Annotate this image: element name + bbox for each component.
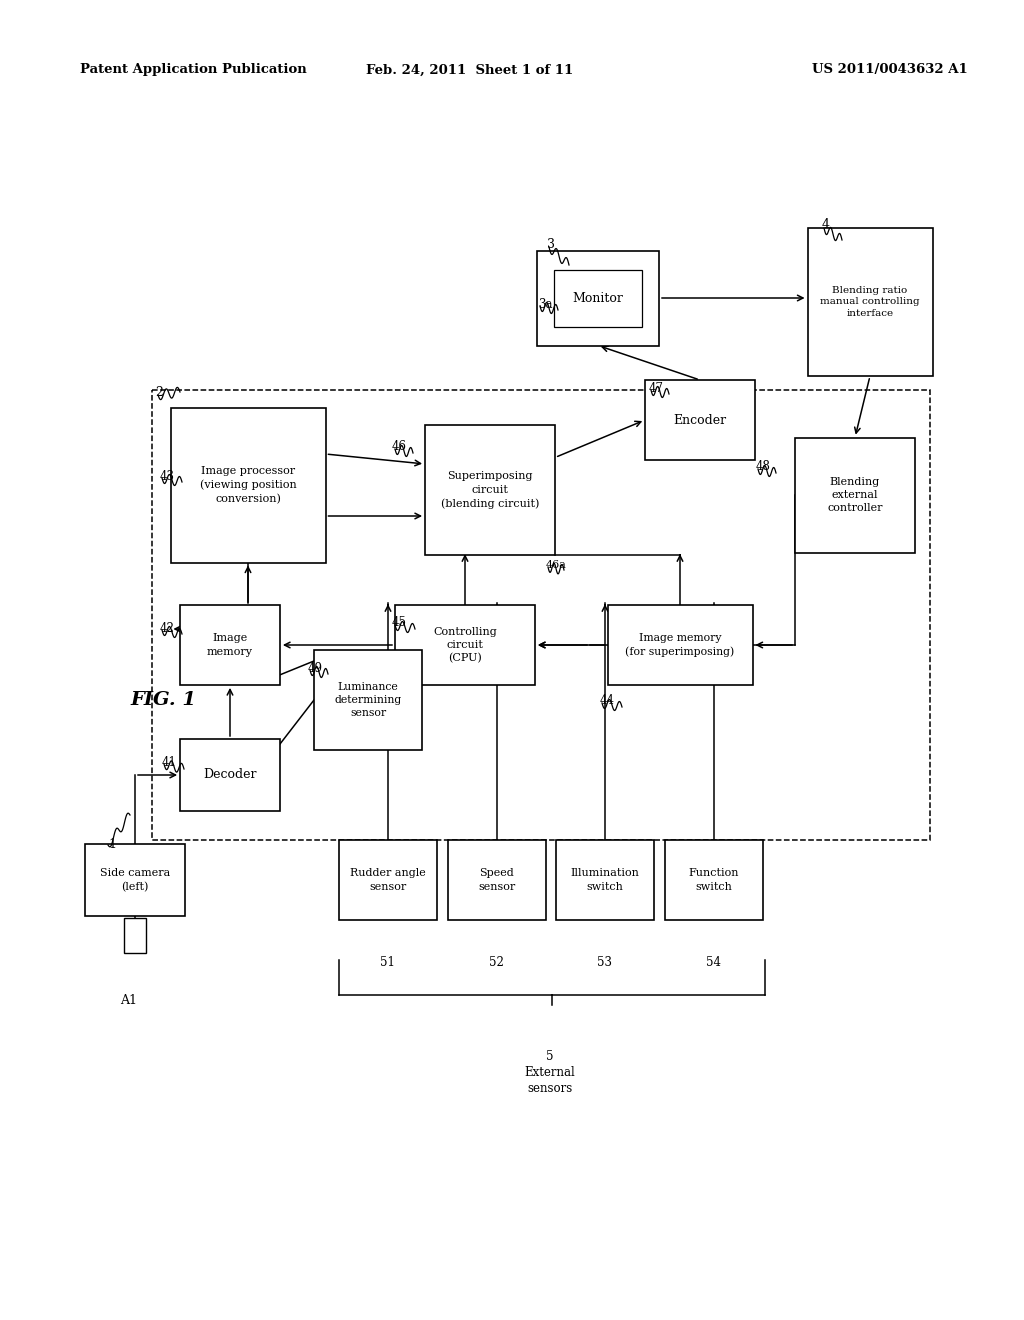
Text: 3a: 3a <box>538 297 553 310</box>
Text: Speed
sensor: Speed sensor <box>478 869 516 891</box>
Text: 48: 48 <box>756 461 771 474</box>
Text: Superimposing
circuit
(blending circuit): Superimposing circuit (blending circuit) <box>440 471 540 508</box>
Text: Controlling
circuit
(CPU): Controlling circuit (CPU) <box>433 627 497 664</box>
FancyBboxPatch shape <box>314 649 422 750</box>
Text: 42: 42 <box>160 622 175 635</box>
FancyBboxPatch shape <box>124 917 146 953</box>
Text: 41: 41 <box>162 755 177 768</box>
FancyBboxPatch shape <box>395 605 535 685</box>
Text: US 2011/0043632 A1: US 2011/0043632 A1 <box>812 63 968 77</box>
FancyBboxPatch shape <box>449 840 546 920</box>
FancyBboxPatch shape <box>425 425 555 554</box>
Text: 52: 52 <box>489 957 504 969</box>
Text: Monitor: Monitor <box>572 292 624 305</box>
FancyBboxPatch shape <box>339 840 437 920</box>
FancyBboxPatch shape <box>607 605 753 685</box>
Text: 2: 2 <box>155 385 163 399</box>
FancyBboxPatch shape <box>554 269 642 326</box>
Text: 45: 45 <box>392 616 407 630</box>
Text: Image processor
(viewing position
conversion): Image processor (viewing position conver… <box>200 466 296 504</box>
Text: 46: 46 <box>392 441 407 454</box>
Text: 4: 4 <box>822 219 830 231</box>
Text: Function
switch: Function switch <box>689 869 739 891</box>
Text: A1: A1 <box>120 994 137 1006</box>
Text: Feb. 24, 2011  Sheet 1 of 11: Feb. 24, 2011 Sheet 1 of 11 <box>367 63 573 77</box>
Text: 5
External
sensors: 5 External sensors <box>524 1049 575 1096</box>
Text: 44: 44 <box>600 693 615 706</box>
FancyBboxPatch shape <box>645 380 755 459</box>
Text: Blending ratio
manual controlling
interface: Blending ratio manual controlling interf… <box>820 285 920 318</box>
Text: Rudder angle
sensor: Rudder angle sensor <box>350 869 426 891</box>
Text: Encoder: Encoder <box>674 413 727 426</box>
Text: Luminance
determining
sensor: Luminance determining sensor <box>335 682 401 718</box>
Text: 53: 53 <box>597 957 612 969</box>
FancyBboxPatch shape <box>85 843 185 916</box>
Text: Illumination
switch: Illumination switch <box>570 869 639 891</box>
Text: Blending
external
controller: Blending external controller <box>827 477 883 513</box>
Text: 3: 3 <box>547 239 555 252</box>
Text: Patent Application Publication: Patent Application Publication <box>80 63 307 77</box>
FancyBboxPatch shape <box>180 605 280 685</box>
Text: FIG. 1: FIG. 1 <box>130 690 196 709</box>
FancyBboxPatch shape <box>665 840 763 920</box>
FancyBboxPatch shape <box>180 739 280 810</box>
FancyBboxPatch shape <box>795 437 915 553</box>
Text: Image memory
(for superimposing): Image memory (for superimposing) <box>626 634 734 657</box>
FancyBboxPatch shape <box>537 251 659 346</box>
Text: Image
memory: Image memory <box>207 634 253 656</box>
Text: 46a: 46a <box>546 560 567 570</box>
FancyBboxPatch shape <box>556 840 654 920</box>
Text: 54: 54 <box>706 957 721 969</box>
Text: 47: 47 <box>649 381 664 395</box>
FancyBboxPatch shape <box>808 228 933 376</box>
Text: 51: 51 <box>380 957 395 969</box>
Text: 49: 49 <box>308 661 323 675</box>
Text: 43: 43 <box>160 470 175 483</box>
Text: Decoder: Decoder <box>203 768 257 781</box>
Text: 1: 1 <box>108 838 116 851</box>
Text: Side camera
(left): Side camera (left) <box>100 869 170 892</box>
FancyBboxPatch shape <box>171 408 326 562</box>
